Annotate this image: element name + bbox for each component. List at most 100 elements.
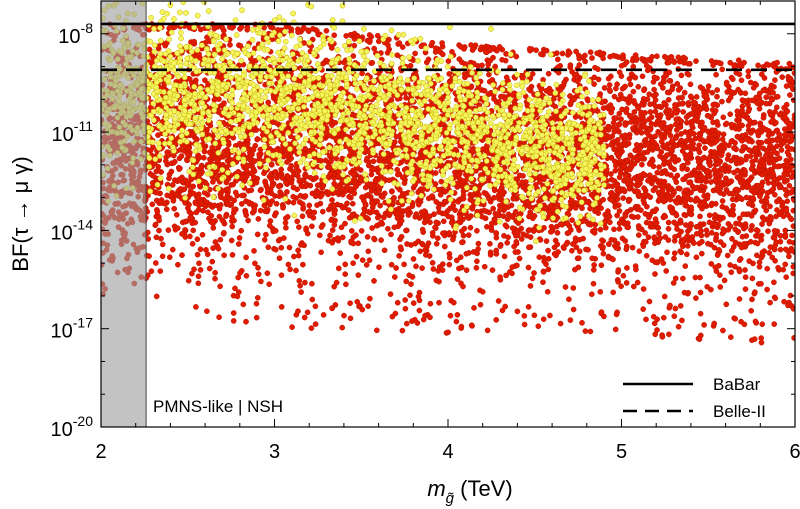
data-point — [245, 199, 252, 206]
data-point — [367, 295, 373, 302]
data-point — [727, 94, 734, 101]
data-point — [683, 222, 689, 228]
data-point — [353, 253, 360, 260]
data-point — [221, 252, 227, 259]
data-point — [567, 62, 574, 68]
data-point — [328, 158, 334, 164]
data-point — [452, 207, 458, 213]
data-point — [760, 114, 767, 121]
data-point — [283, 179, 289, 186]
data-point — [229, 252, 236, 258]
data-point — [155, 167, 162, 174]
data-point — [687, 93, 694, 100]
data-point — [723, 120, 730, 127]
data-point — [147, 171, 154, 177]
data-point — [758, 339, 765, 346]
data-point — [401, 261, 407, 268]
data-point — [646, 214, 652, 221]
data-point — [680, 54, 687, 61]
data-point — [791, 335, 795, 341]
data-point — [685, 100, 692, 106]
data-point — [637, 172, 644, 179]
data-point — [730, 202, 736, 209]
data-point — [235, 241, 242, 247]
data-point — [651, 208, 658, 215]
data-point — [229, 223, 236, 230]
data-point — [681, 89, 688, 96]
data-point — [712, 212, 718, 218]
data-point — [273, 147, 280, 153]
data-point — [693, 295, 699, 301]
data-point — [609, 133, 616, 140]
data-point — [589, 55, 595, 61]
data-point — [711, 320, 718, 327]
data-point — [647, 220, 654, 227]
data-point — [458, 264, 465, 271]
data-point — [638, 154, 644, 161]
data-point — [349, 211, 356, 218]
data-point — [433, 219, 440, 226]
data-point — [572, 266, 578, 273]
data-point — [359, 70, 365, 77]
data-point — [261, 170, 267, 177]
data-point — [765, 132, 772, 139]
data-point — [194, 236, 201, 243]
data-point — [783, 206, 790, 213]
data-point — [450, 202, 457, 209]
data-point — [759, 188, 766, 194]
data-point — [727, 334, 734, 340]
data-point — [720, 114, 727, 121]
data-point — [579, 319, 585, 326]
data-point — [675, 323, 682, 330]
data-point — [406, 272, 413, 279]
data-point — [541, 258, 547, 265]
data-point — [527, 283, 534, 289]
data-point — [490, 205, 497, 212]
data-point — [347, 146, 353, 152]
data-point — [297, 282, 303, 289]
data-point — [631, 100, 638, 107]
data-point — [784, 149, 791, 156]
data-point — [748, 307, 755, 314]
data-point — [299, 213, 306, 220]
data-point — [280, 204, 286, 211]
data-point — [302, 145, 309, 152]
data-point — [719, 66, 726, 73]
data-point — [782, 261, 789, 268]
data-point — [349, 200, 356, 207]
data-point — [369, 225, 375, 231]
data-point — [329, 305, 336, 312]
data-point — [248, 187, 255, 194]
data-point — [307, 174, 314, 181]
data-point — [783, 274, 790, 280]
data-point — [740, 144, 747, 150]
data-point — [618, 116, 624, 122]
data-point — [318, 249, 324, 256]
data-point — [329, 227, 336, 233]
data-point — [592, 208, 598, 215]
data-point — [486, 209, 492, 216]
data-point — [531, 312, 538, 319]
data-point — [149, 201, 156, 208]
data-point — [461, 225, 468, 232]
data-point — [575, 255, 582, 262]
data-point — [248, 152, 254, 159]
data-point — [302, 279, 308, 286]
data-point — [630, 283, 637, 290]
data-point — [201, 189, 208, 196]
data-point — [481, 87, 488, 94]
data-point — [614, 212, 620, 219]
data-point — [244, 24, 251, 30]
data-point — [255, 264, 261, 271]
data-point — [416, 307, 423, 314]
data-point — [399, 327, 406, 334]
data-point — [273, 200, 280, 207]
data-point — [622, 238, 629, 244]
data-point — [720, 327, 726, 334]
data-point — [767, 203, 773, 210]
data-point — [196, 260, 202, 267]
data-point — [393, 265, 399, 271]
data-point — [327, 153, 333, 160]
data-point — [740, 211, 747, 218]
data-point — [212, 239, 219, 245]
